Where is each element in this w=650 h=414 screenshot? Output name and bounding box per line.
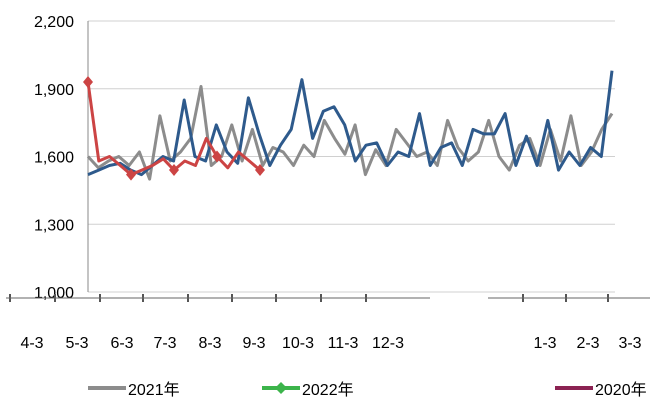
- x-tick-label: 10-3: [282, 335, 314, 352]
- legend-label: 2021年: [128, 381, 180, 399]
- series-marker: [169, 164, 179, 177]
- x-tick-label: 12-3: [372, 335, 404, 352]
- y-tick-label: 2,200: [34, 14, 74, 31]
- x-tick-label: 4-3: [20, 335, 43, 352]
- x-tick-label: 2-3: [576, 335, 599, 352]
- y-tick-label: 1,600: [34, 150, 74, 167]
- x-tick-label: 7-3: [153, 335, 176, 352]
- series-marker: [212, 150, 222, 163]
- series-lines: [83, 70, 614, 181]
- x-tick-label: 3-3: [618, 335, 641, 352]
- x-tick-label: 9-3: [242, 335, 265, 352]
- series-marker: [126, 168, 136, 181]
- x-tick-label: 1-3: [533, 335, 556, 352]
- x-tick-label: 8-3: [198, 335, 221, 352]
- series-marker: [255, 164, 265, 177]
- series-marker: [83, 75, 93, 88]
- x-tick-label: 5-3: [65, 335, 88, 352]
- legend-label: 2020年: [595, 381, 647, 399]
- y-tick-label: 1,300: [34, 217, 74, 234]
- y-tick-label: 1,900: [34, 82, 74, 99]
- x-tick-label: 6-3: [110, 335, 133, 352]
- x-tick-label: 11-3: [328, 335, 359, 352]
- series-line: [87, 70, 614, 177]
- legend-label: 2022年: [302, 381, 354, 399]
- legend-marker: [275, 382, 287, 394]
- x-axis-ticks: 4-3 5-3 6-3 7-3 8-3 9-3 10-3 11-3 12-3 1-3 2-3 3-3: [6, 294, 650, 352]
- legend: 2021年 2022年 2020年: [88, 381, 647, 399]
